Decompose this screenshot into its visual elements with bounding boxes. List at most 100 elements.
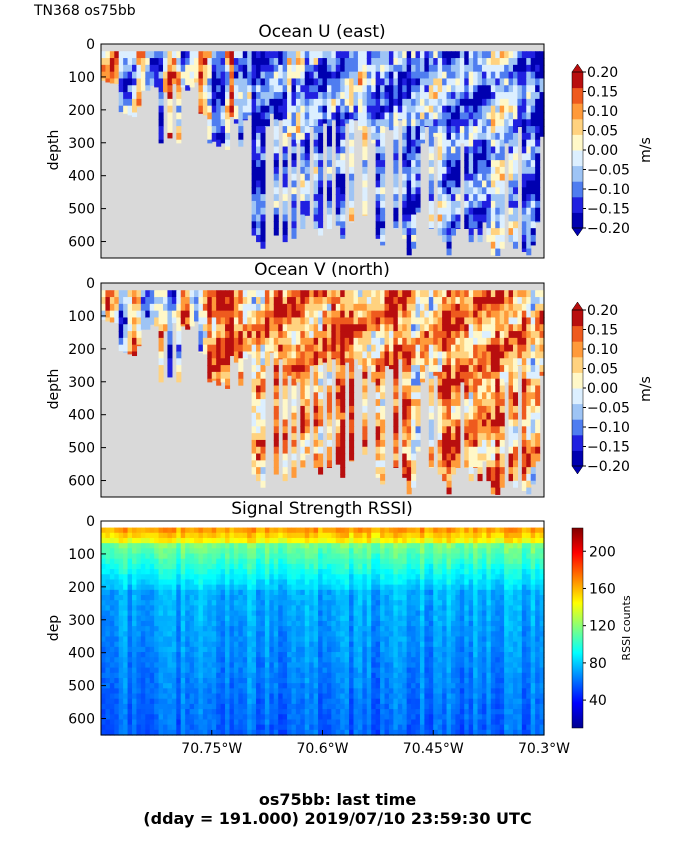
heatmap-cell xyxy=(211,579,217,586)
heatmap-cell xyxy=(101,605,107,612)
heatmap-cell xyxy=(132,317,138,325)
heatmap-cell xyxy=(140,537,146,544)
heatmap-cell xyxy=(225,657,231,664)
heatmap-cell xyxy=(273,207,279,216)
heatmap-cell xyxy=(225,51,231,59)
heatmap-cell xyxy=(123,553,129,560)
heatmap-cell xyxy=(176,92,182,100)
heatmap-cell xyxy=(380,426,386,434)
heatmap-cell xyxy=(260,194,266,202)
heatmap-cell xyxy=(508,85,514,93)
heatmap-cell xyxy=(402,331,408,339)
heatmap-cell xyxy=(530,412,536,421)
heatmap-cell xyxy=(114,714,120,721)
heatmap-cell xyxy=(512,64,519,73)
heatmap-cell xyxy=(123,626,129,632)
heatmap-cell xyxy=(220,569,226,575)
heatmap-cell xyxy=(495,51,501,59)
heatmap-cell xyxy=(442,221,448,229)
heatmap-cell xyxy=(220,139,226,144)
heatmap-cell xyxy=(140,693,146,700)
heatmap-cell xyxy=(366,119,372,127)
heatmap-cell xyxy=(526,487,532,495)
heatmap-cell xyxy=(158,527,164,534)
heatmap-cell xyxy=(415,337,421,346)
heatmap-cell xyxy=(437,92,443,100)
heatmap-cell xyxy=(176,584,182,591)
heatmap-cell xyxy=(123,92,129,100)
heatmap-cell xyxy=(225,548,231,555)
heatmap-cell xyxy=(371,98,377,107)
heatmap-cell xyxy=(136,105,142,108)
heatmap-cell xyxy=(198,677,204,684)
heatmap-cell xyxy=(530,64,536,73)
heatmap-cell xyxy=(251,98,257,107)
heatmap-cell xyxy=(371,290,377,298)
heatmap-cell xyxy=(512,290,519,298)
heatmap-cell xyxy=(140,58,146,66)
heatmap-cell xyxy=(269,317,275,325)
heatmap-cell xyxy=(242,553,248,560)
heatmap-cell xyxy=(256,71,262,80)
heatmap-cell xyxy=(278,71,284,80)
heatmap-cell xyxy=(256,187,262,195)
heatmap-cell xyxy=(397,58,403,66)
heatmap-cell xyxy=(136,657,142,664)
heatmap-cell xyxy=(535,119,541,127)
heatmap-cell xyxy=(535,112,541,120)
heatmap-cell xyxy=(393,112,399,120)
heatmap-cell xyxy=(340,358,346,366)
heatmap-cell xyxy=(508,194,514,202)
heatmap-cell xyxy=(123,337,129,346)
heatmap-cell xyxy=(393,153,399,161)
heatmap-cell xyxy=(220,537,226,544)
heatmap-cell xyxy=(300,146,306,154)
heatmap-cell xyxy=(171,532,177,539)
heatmap-cell xyxy=(123,579,129,586)
heatmap-cell xyxy=(300,160,306,168)
heatmap-cell xyxy=(171,594,177,601)
heatmap-cell xyxy=(366,351,372,359)
heatmap-cell xyxy=(437,405,443,414)
heatmap-cell xyxy=(207,646,213,653)
heatmap-cell xyxy=(211,98,217,107)
heatmap-cell xyxy=(282,92,288,100)
heatmap-cell xyxy=(508,146,514,154)
heatmap-cell xyxy=(375,228,381,236)
heatmap-cell xyxy=(207,337,213,346)
heatmap-cell xyxy=(273,433,279,441)
heatmap-cell xyxy=(340,119,346,127)
heatmap-cell xyxy=(526,146,532,154)
heatmap-cell xyxy=(481,453,488,461)
heatmap-cell xyxy=(371,126,377,134)
heatmap-cell xyxy=(251,153,257,161)
heatmap-cell xyxy=(273,64,279,73)
heatmap-cell xyxy=(140,719,146,726)
heatmap-cell xyxy=(477,412,483,421)
heatmap-cell xyxy=(185,584,191,591)
heatmap-cell xyxy=(477,405,483,414)
heatmap-cell xyxy=(521,160,527,168)
heatmap-cell xyxy=(428,71,434,80)
heatmap-cell xyxy=(176,553,182,560)
heatmap-cell xyxy=(499,126,505,134)
heatmap-cell xyxy=(238,105,244,114)
heatmap-cell xyxy=(335,200,341,209)
heatmap-cell xyxy=(481,371,488,380)
heatmap-cell xyxy=(486,453,492,461)
heatmap-cell xyxy=(198,78,204,86)
heatmap-cell xyxy=(273,310,279,319)
heatmap-cell xyxy=(508,365,514,373)
heatmap-cell xyxy=(216,527,222,534)
heatmap-cell xyxy=(189,574,195,581)
heatmap-cell xyxy=(202,594,208,601)
heatmap-cell xyxy=(256,405,262,414)
heatmap-cell xyxy=(229,532,235,539)
heatmap-cell xyxy=(291,132,297,141)
heatmap-cell xyxy=(455,297,461,305)
heatmap-cell xyxy=(202,71,208,80)
heatmap-cell xyxy=(419,337,425,346)
heatmap-cell xyxy=(185,558,191,565)
heatmap-cell xyxy=(535,371,541,380)
heatmap-cell xyxy=(313,310,319,319)
